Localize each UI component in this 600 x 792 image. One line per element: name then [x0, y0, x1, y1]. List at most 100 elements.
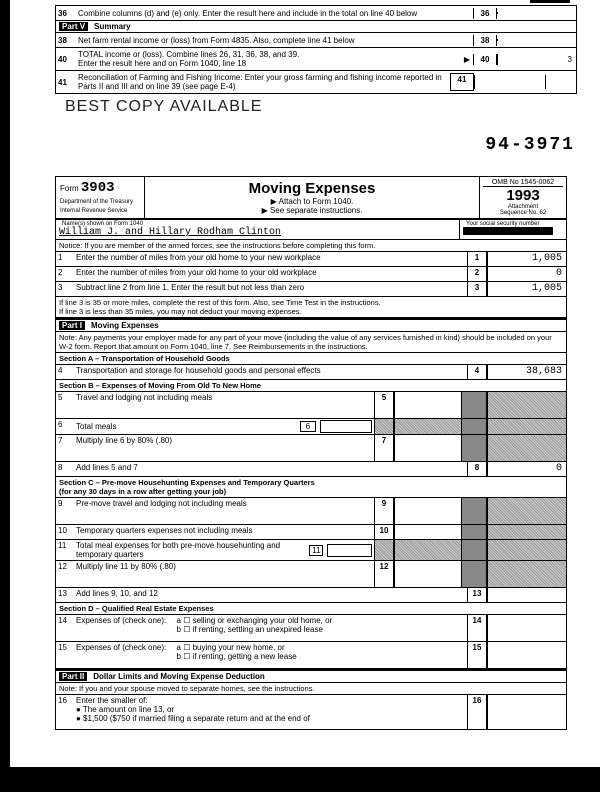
line-8-box: 8 — [467, 462, 487, 476]
line-16-amt — [487, 695, 566, 729]
line-4-amt: 38,683 — [487, 365, 566, 379]
line-14-num: 14 — [56, 615, 74, 641]
part-1-title: Moving Expenses — [91, 321, 159, 330]
part-2-title: Dollar Limits and Moving Expense Deducti… — [93, 672, 265, 681]
arrow-icon: ▶ — [464, 55, 473, 64]
line-4-desc: Transportation and storage for household… — [74, 365, 467, 379]
line-38-box: 38 — [473, 35, 497, 46]
line-38-amt — [497, 39, 576, 41]
part-2-label: Part II — [59, 672, 87, 681]
line-12-box: 12 — [374, 561, 394, 587]
line-41-inneramt — [474, 75, 546, 89]
line-8-num: 8 — [56, 462, 74, 476]
part-1-note: Note: Any payments your employer made fo… — [56, 332, 566, 353]
scan-artifact-top — [530, 0, 570, 3]
line-9-num: 9 — [56, 498, 74, 524]
line-15-desc-wrap: Expenses of (check one): a ☐ buying your… — [74, 642, 467, 668]
gray-box — [461, 525, 487, 539]
line-4-box: 4 — [467, 365, 487, 379]
form-number-cell: Form 3903 Department of the Treasury Int… — [56, 177, 145, 218]
line-10-box: 10 — [374, 525, 394, 539]
line-11-fill2 — [394, 540, 461, 560]
line-4-num: 4 — [56, 365, 74, 379]
line-6-num: 6 — [56, 419, 74, 434]
line-13-box: 13 — [467, 588, 487, 602]
line-2-desc: Enter the number of miles from your old … — [74, 267, 467, 281]
line-5-inneramt — [394, 392, 461, 418]
line-12-desc: Multiply line 11 by 80% (.80) — [74, 561, 374, 587]
armed-forces-caution: Notice: If you are member of the armed f… — [56, 240, 566, 252]
line-1-amt: 1,005 — [487, 252, 566, 266]
form-title: Moving Expenses — [148, 180, 476, 197]
line-12-rightfill — [487, 561, 566, 587]
line-14-opt-a: a ☐ selling or exchanging your old home,… — [177, 616, 333, 625]
gray-box — [461, 498, 487, 524]
gray-box — [461, 435, 487, 461]
line-15-opt-a: a ☐ buying your new home, or — [177, 643, 285, 652]
line-14-desc-wrap: Expenses of (check one): a ☐ selling or … — [74, 615, 467, 641]
line-3-note: If line 3 is 35 or more miles, complete … — [56, 297, 566, 318]
taxpayer-name: William J. and Hillary Rodham Clinton — [59, 227, 281, 238]
line-6-innerbox: 6 — [300, 421, 316, 432]
line-6-midfill — [374, 419, 394, 434]
line-15-opt-b: b ☐ if renting, getting a new lease — [177, 652, 297, 661]
line-15-amt — [487, 642, 566, 668]
line-2-num: 2 — [56, 267, 74, 281]
line-11-midfill — [374, 540, 394, 560]
line-9-box: 9 — [374, 498, 394, 524]
part-v-label: Part V — [59, 22, 88, 31]
line-41-innerbox: 41 — [450, 73, 474, 91]
line-10-desc: Temporary quarters expenses not includin… — [74, 525, 374, 539]
top-form-fragment: 36 Combine columns (d) and (e) only. Ent… — [55, 5, 577, 94]
line-5-box: 5 — [374, 392, 394, 418]
line-40-num: 40 — [56, 54, 76, 65]
line-38-desc: Net farm rental income or (loss) from Fo… — [76, 35, 473, 46]
line-6-rightfill — [487, 419, 566, 434]
line-14-desc: Expenses of (check one): — [76, 616, 166, 625]
line-9-inneramt — [394, 498, 461, 524]
line-14-amt — [487, 615, 566, 641]
line-1-num: 1 — [56, 252, 74, 266]
form-sub2: ▶ See separate instructions. — [148, 206, 476, 215]
line-36-amt — [497, 12, 576, 14]
line-11-num: 11 — [56, 540, 74, 560]
line-1-desc: Enter the number of miles from your old … — [74, 252, 467, 266]
section-d-header: Section D – Qualified Real Estate Expens… — [56, 603, 566, 615]
line-6-fill2 — [394, 419, 461, 434]
line-9-rightfill — [487, 498, 566, 524]
line-2-box: 2 — [467, 267, 487, 281]
line-12-num: 12 — [56, 561, 74, 587]
section-c-header: Section C – Pre-move Househunting Expens… — [56, 477, 566, 498]
gray-box — [461, 540, 487, 560]
form-number: 3903 — [81, 180, 115, 196]
section-a-header: Section A – Transportation of Household … — [56, 353, 566, 365]
section-b-header: Section B – Expenses of Moving From Old … — [56, 380, 566, 392]
seq-label: Attachment Sequence No. 62 — [483, 204, 563, 216]
line-15-box: 15 — [467, 642, 487, 668]
line-7-inneramt — [394, 435, 461, 461]
line-36-box: 36 — [473, 8, 497, 19]
omb-label: OMB No 1545-0062 — [483, 179, 563, 187]
line-36-desc: Combine columns (d) and (e) only. Enter … — [76, 8, 473, 19]
line-40-desc: TOTAL income or (loss). Combine lines 26… — [76, 49, 464, 69]
line-10-num: 10 — [56, 525, 74, 539]
line-15-desc: Expenses of (check one): — [76, 643, 166, 652]
line-10-rightfill — [487, 525, 566, 539]
form-label: Form — [60, 184, 79, 193]
form-year: 1993 — [483, 187, 563, 204]
line-7-desc: Multiply line 6 by 80% (.80) — [74, 435, 374, 461]
form-sub1: ▶ Attach to Form 1040. — [148, 197, 476, 206]
line-9-desc: Pre-move travel and lodging not includin… — [74, 498, 374, 524]
line-16-box: 16 — [467, 695, 487, 729]
line-14-opt-b: b ☐ if renting, settling an unexpired le… — [177, 625, 323, 634]
line-2-amt: 0 — [487, 267, 566, 281]
part-v-title: Summary — [94, 22, 130, 31]
dept-label: Department of the Treasury Internal Reve… — [60, 199, 133, 214]
line-41-num: 41 — [56, 77, 76, 88]
ssn-redacted — [463, 227, 553, 235]
line-40-amt: 3 — [497, 54, 576, 65]
line-7-rightfill — [487, 435, 566, 461]
line-12-inneramt — [394, 561, 461, 587]
line-36-num: 36 — [56, 8, 76, 19]
scan-artifact-left — [0, 0, 10, 792]
